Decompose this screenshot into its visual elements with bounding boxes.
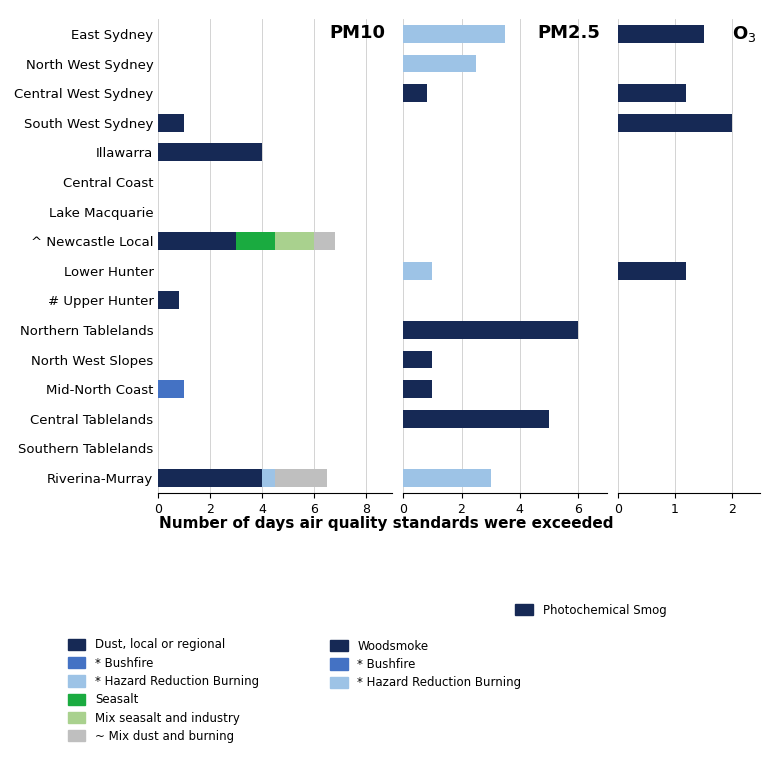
Bar (158, 380, 185, 398)
Bar (158, 291, 179, 309)
Bar (404, 262, 432, 280)
Text: Number of days air quality standards were exceeded: Number of days air quality standards wer… (159, 516, 613, 531)
Text: PM10: PM10 (329, 24, 385, 42)
Bar (158, 144, 262, 161)
Text: PM2.5: PM2.5 (537, 24, 601, 42)
Bar (158, 232, 236, 250)
Bar (404, 351, 432, 368)
Bar (158, 114, 185, 131)
Bar (404, 410, 549, 428)
Bar (404, 469, 490, 487)
Bar (236, 232, 275, 250)
Bar (404, 25, 505, 43)
Bar (618, 25, 703, 43)
Bar (404, 54, 476, 73)
Bar (404, 321, 577, 339)
Bar (404, 84, 427, 102)
Text: O$_3$: O$_3$ (732, 24, 756, 44)
Legend: Woodsmoke, * Bushfire, * Hazard Reduction Burning: Woodsmoke, * Bushfire, * Hazard Reductio… (330, 639, 521, 689)
Bar (404, 380, 432, 398)
Legend: Photochemical Smog: Photochemical Smog (516, 604, 666, 617)
Bar (618, 114, 732, 131)
Legend: Dust, local or regional, * Bushfire, * Hazard Reduction Burning, Seasalt, Mix se: Dust, local or regional, * Bushfire, * H… (68, 638, 259, 743)
Bar (275, 469, 327, 487)
Bar (158, 469, 262, 487)
Bar (262, 469, 275, 487)
Bar (275, 232, 314, 250)
Bar (618, 262, 686, 280)
Bar (618, 84, 686, 102)
Bar (314, 232, 335, 250)
